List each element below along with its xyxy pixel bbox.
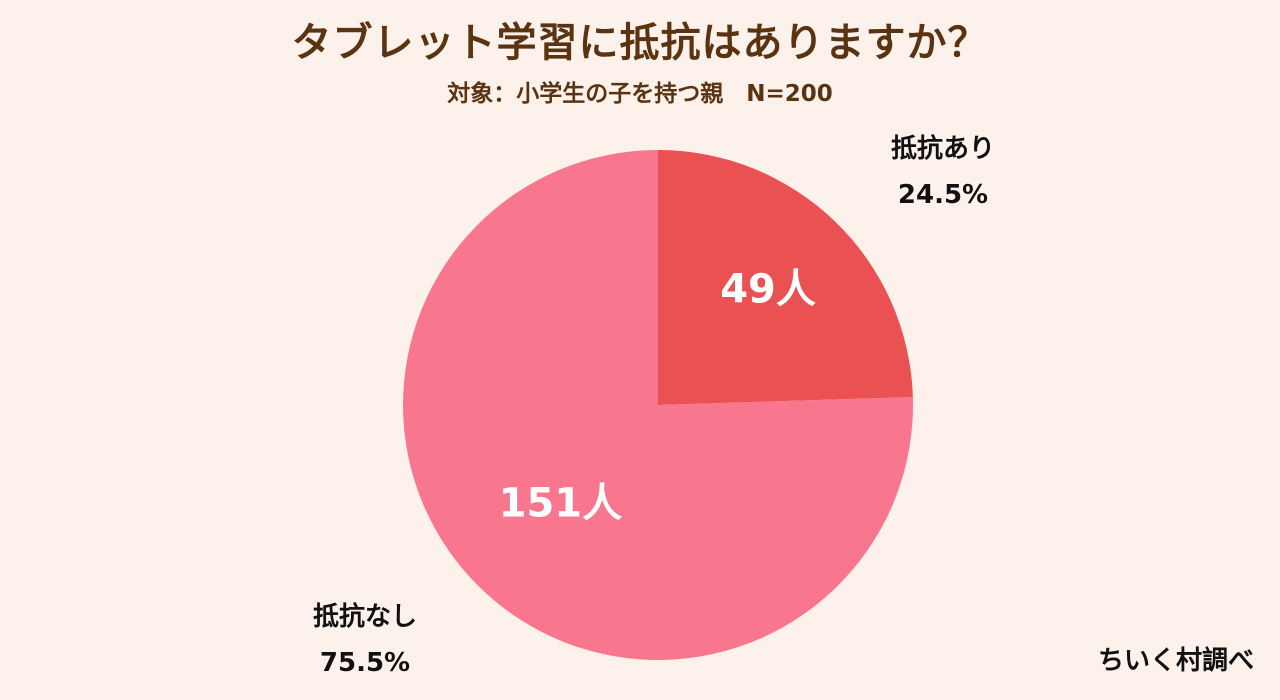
slice-name-resistance-no: 抵抗なし	[312, 602, 417, 632]
pie-count-label-resistance-yes: 49人	[720, 266, 816, 312]
pie-slice-resistance-no	[403, 150, 913, 660]
pie-count-label-resistance-no: 151人	[499, 481, 623, 527]
pie-inside-labels: 49人 151人	[499, 266, 816, 526]
pie-slices	[403, 150, 913, 660]
slice-name-resistance-yes: 抵抗あり	[890, 134, 995, 164]
chart-title: タブレット学習に抵抗はありますか？	[291, 20, 989, 66]
pie-slice-resistance-yes	[658, 150, 913, 405]
chart-subtitle: 対象：小学生の子を持つ親 N=200	[447, 81, 833, 107]
slice-percent-resistance-no: 75.5%	[319, 648, 411, 678]
slice-label-resistance-no: 抵抗なし 75.5%	[290, 594, 440, 686]
slice-label-resistance-yes: 抵抗あり 24.5%	[868, 126, 1018, 218]
slice-percent-resistance-yes: 24.5%	[897, 180, 989, 210]
source-note: ちいく村調べ	[1097, 646, 1254, 676]
